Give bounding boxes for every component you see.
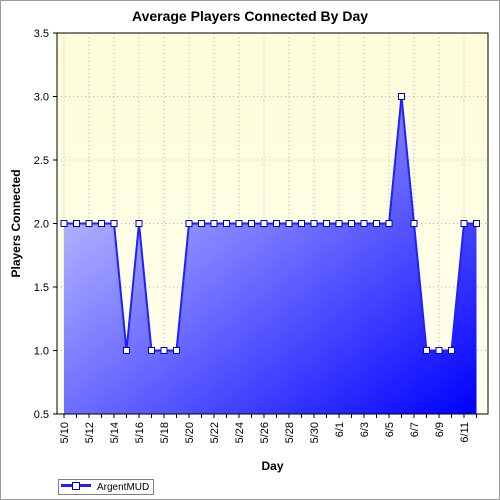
legend-label: ArgentMUD	[97, 481, 150, 493]
data-point	[448, 347, 455, 354]
x-tick-label: 5/12	[84, 422, 96, 443]
legend-swatch-icon	[61, 482, 91, 492]
y-tick-label: 2.5	[34, 155, 49, 167]
data-point	[398, 93, 405, 100]
y-tick-label: 2.0	[34, 219, 49, 231]
x-tick-label: 6/3	[359, 422, 371, 437]
data-point	[460, 220, 468, 227]
data-point	[173, 347, 180, 354]
x-tick-label: 5/22	[209, 422, 221, 443]
data-point	[360, 220, 368, 227]
data-point	[98, 220, 105, 227]
x-tick-label: 5/28	[284, 422, 296, 443]
data-point	[423, 347, 430, 354]
data-point	[235, 220, 243, 227]
y-tick-label: 3.0	[34, 92, 49, 104]
data-point	[148, 347, 155, 354]
y-tick-label: 3.5	[34, 28, 49, 40]
data-point	[260, 220, 268, 227]
x-tick-label: 5/16	[134, 422, 146, 443]
data-point	[348, 220, 355, 227]
data-point	[285, 220, 293, 227]
x-tick-label: 6/7	[409, 422, 421, 437]
x-tick-label: 6/9	[434, 422, 446, 437]
data-point	[335, 220, 343, 227]
data-point	[248, 220, 255, 227]
x-tick-label: 5/30	[309, 422, 321, 443]
data-point	[310, 220, 318, 227]
data-point	[110, 220, 118, 227]
data-point	[85, 220, 93, 227]
data-point	[273, 220, 280, 227]
series-area	[64, 96, 477, 414]
data-point	[185, 220, 193, 227]
data-point	[410, 220, 418, 227]
data-point	[385, 220, 393, 227]
x-tick-label: 5/26	[259, 422, 271, 443]
y-tick-label: 1.0	[34, 346, 49, 358]
data-point	[323, 220, 330, 227]
x-tick-label: 5/18	[159, 422, 171, 443]
x-tick-label: 5/10	[59, 422, 71, 443]
chart-title: Average Players Connected By Day	[131, 8, 369, 24]
data-point	[198, 220, 205, 227]
x-tick-label: 6/11	[459, 422, 471, 443]
y-axis-title: Players Connected	[9, 169, 23, 277]
x-tick-label: 5/14	[109, 422, 121, 443]
data-point	[298, 220, 305, 227]
legend: ArgentMUD	[58, 479, 155, 495]
x-axis-title: Day	[261, 459, 283, 473]
data-point	[223, 220, 230, 227]
data-point	[210, 220, 218, 227]
data-point	[73, 220, 80, 227]
x-tick-label: 6/5	[384, 422, 396, 437]
data-point	[473, 220, 480, 227]
data-point	[160, 347, 168, 354]
x-tick-label: 5/20	[184, 422, 196, 443]
x-tick-label: 6/1	[334, 422, 346, 437]
data-point	[123, 347, 130, 354]
data-point	[373, 220, 380, 227]
series-line	[64, 96, 477, 352]
data-point	[135, 220, 143, 227]
x-tick-label: 5/24	[234, 422, 246, 443]
y-tick-label: 1.5	[34, 282, 49, 294]
data-point	[60, 220, 68, 227]
y-tick-label: 0.5	[34, 409, 49, 421]
data-point	[435, 347, 443, 354]
